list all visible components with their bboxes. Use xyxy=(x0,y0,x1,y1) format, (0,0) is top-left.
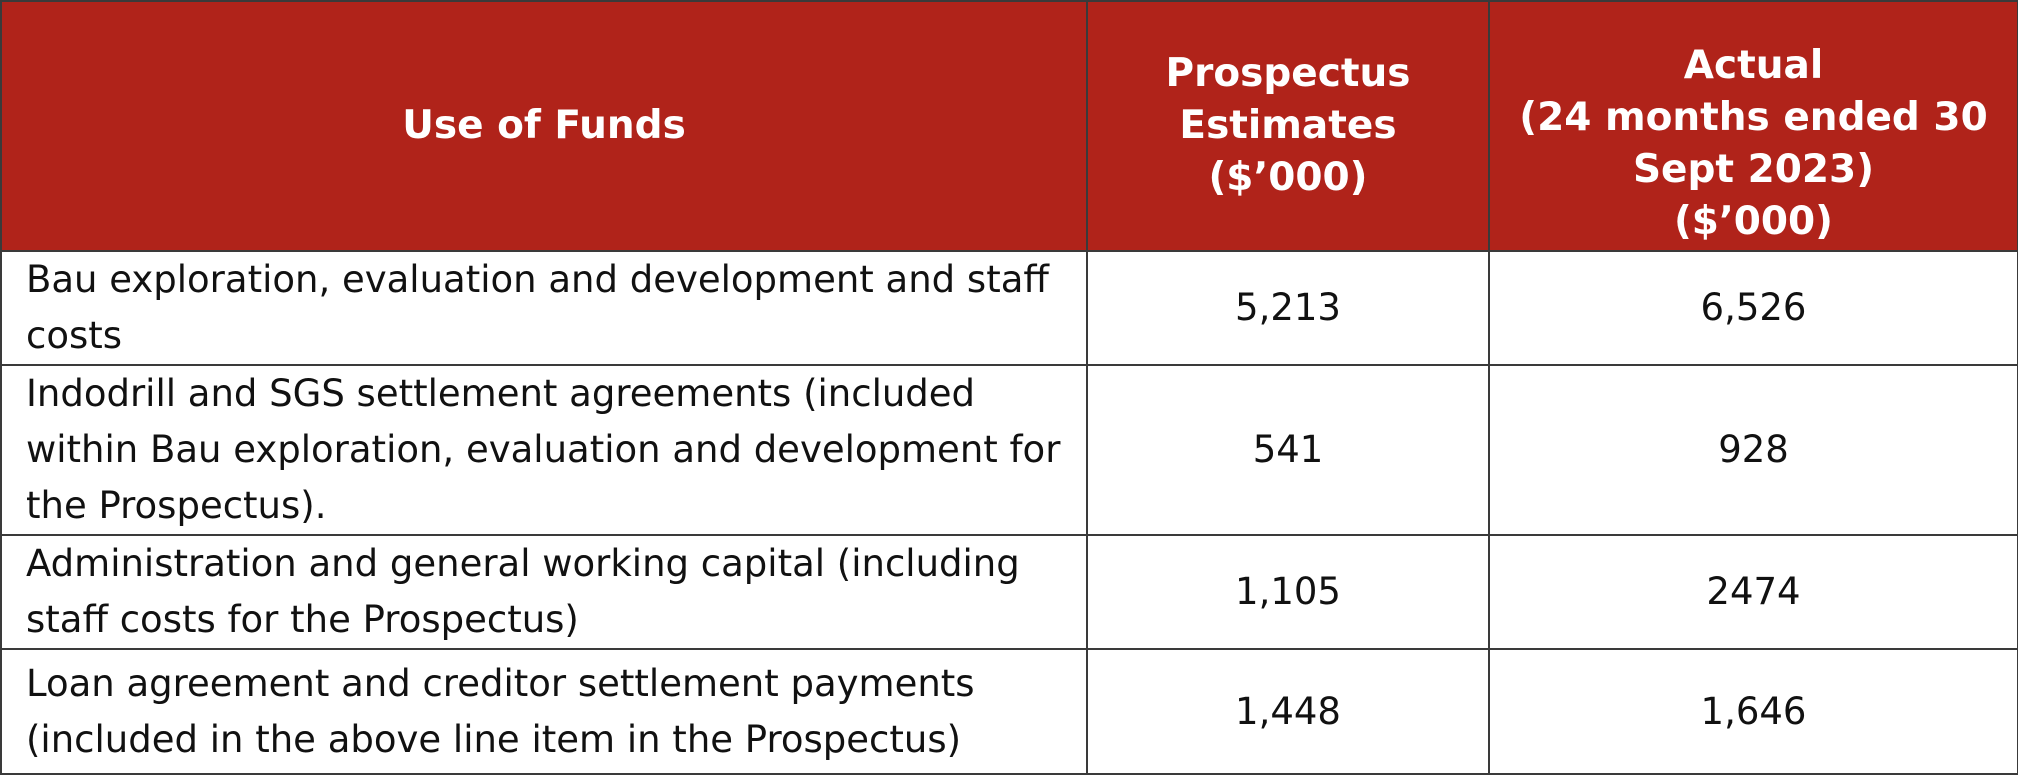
header-actual-line-4: ($’000) xyxy=(1673,199,1833,244)
header-prospectus-line-1: Prospectus xyxy=(1165,51,1411,96)
table-row: Loan agreement and creditor settlement p… xyxy=(0,648,2018,775)
header-actual: Actual (24 months ended 30 Sept 2023) ($… xyxy=(1488,0,2018,252)
prospectus-estimate-cell: 5,213 xyxy=(1086,250,1490,366)
use-of-funds-cell: Bau exploration, evaluation and developm… xyxy=(0,250,1088,366)
header-actual-line-2: (24 months ended 30 xyxy=(1519,95,1988,140)
table-row: Indodrill and SGS settlement agreements … xyxy=(0,364,2018,536)
header-actual-line-1: Actual xyxy=(1683,43,1824,88)
prospectus-estimate-cell: 1,105 xyxy=(1086,534,1490,650)
header-use-of-funds: Use of Funds xyxy=(0,0,1088,252)
header-prospectus-line-2: Estimates xyxy=(1179,103,1397,148)
header-prospectus-estimates: Prospectus Estimates ($’000) xyxy=(1086,0,1490,252)
use-of-funds-cell: Loan agreement and creditor settlement p… xyxy=(0,648,1088,775)
header-prospectus-line-3: ($’000) xyxy=(1208,155,1368,200)
actual-cell: 928 xyxy=(1488,364,2018,536)
actual-cell: 1,646 xyxy=(1488,648,2018,775)
header-row: Use of Funds Prospectus Estimates ($’000… xyxy=(0,0,2018,252)
prospectus-estimate-cell: 541 xyxy=(1086,364,1490,536)
use-of-funds-cell: Administration and general working capit… xyxy=(0,534,1088,650)
prospectus-estimate-cell: 1,448 xyxy=(1086,648,1490,775)
table-row: Bau exploration, evaluation and developm… xyxy=(0,250,2018,366)
use-of-funds-cell: Indodrill and SGS settlement agreements … xyxy=(0,364,1088,536)
header-actual-line-3: Sept 2023) xyxy=(1632,147,1875,192)
actual-cell: 2474 xyxy=(1488,534,2018,650)
table-row: Administration and general working capit… xyxy=(0,534,2018,650)
actual-cell: 6,526 xyxy=(1488,250,2018,366)
